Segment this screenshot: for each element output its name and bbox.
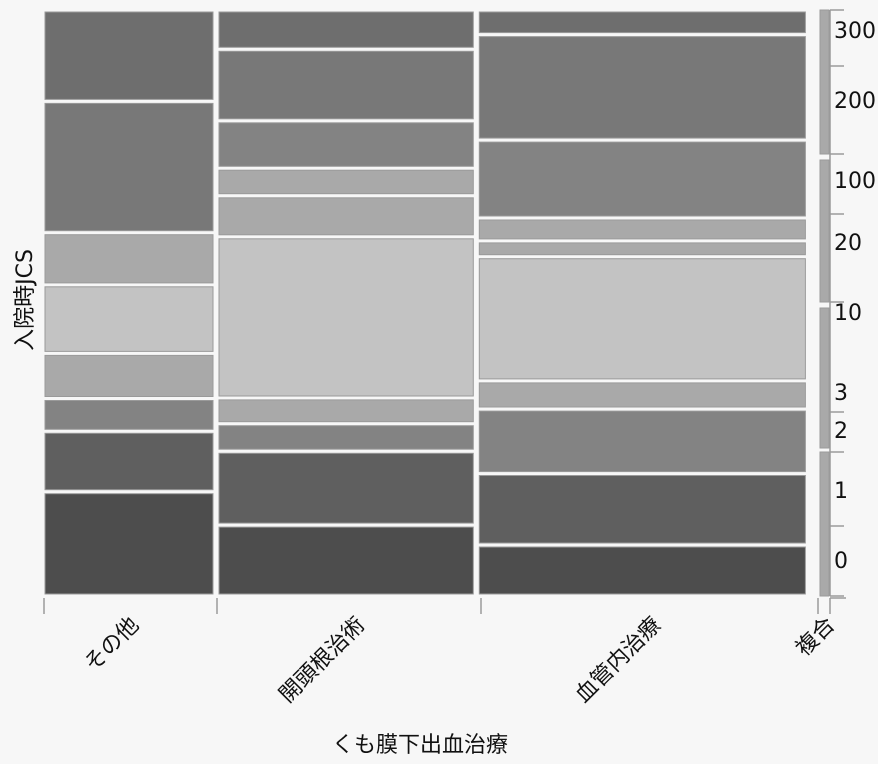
marginal-bar-3: [819, 9, 830, 155]
mosaic-cell-1-1: [218, 452, 474, 524]
mosaic-cell-1-300: [218, 11, 474, 48]
mosaic-cell-0-1: [44, 432, 214, 491]
y-axis-title: 入院時JCS: [13, 249, 38, 351]
mosaic-cell-1-10: [218, 238, 474, 397]
right-axis-label-3: 3: [834, 381, 848, 406]
mosaic-cell-0-10: [44, 286, 214, 352]
marginal-bar-2: [819, 159, 830, 303]
mosaic-cell-1-20: [218, 197, 474, 236]
mosaic-cell-1-2: [218, 425, 474, 450]
mosaic-cell-1-0: [218, 526, 474, 595]
mosaic-cell-2-0: [478, 546, 806, 595]
mosaic-cell-2-3: [478, 382, 806, 408]
mosaic-cell-0-0: [44, 493, 214, 595]
x-axis-label-1: 開頭根治術: [275, 613, 370, 708]
mosaic-cell-2-200: [478, 36, 806, 139]
mosaic-cell-2-10: [478, 258, 806, 380]
x-axis-label-0: その他: [80, 613, 144, 677]
x-axis-label-3: 複合: [791, 613, 840, 662]
mosaic-cell-0-300: [44, 11, 214, 100]
mosaic-cell-1-100: [218, 122, 474, 167]
mosaic-cell-2-30: [478, 219, 806, 240]
mosaic-cell-2-1: [478, 475, 806, 544]
x-axis-label-2: 血管内治療: [571, 613, 666, 708]
bars-layer: [44, 9, 830, 597]
mosaic-cell-1-3: [218, 399, 474, 423]
mosaic-cell-2-20: [478, 242, 806, 256]
right-axis-label-20: 20: [834, 231, 862, 256]
right-axis-label-100: 100: [834, 169, 876, 194]
mosaic-cell-2-100: [478, 141, 806, 217]
mosaic-cell-2-2: [478, 410, 806, 473]
right-axis-label-1: 1: [834, 479, 848, 504]
mosaic-cell-0-200: [44, 102, 214, 232]
marginal-bar-1: [819, 307, 830, 449]
mosaic-cell-1-30: [218, 169, 474, 195]
right-axis-label-0: 0: [834, 549, 848, 574]
mosaic-cell-0-2: [44, 400, 214, 430]
mosaic-cell-2-300: [478, 11, 806, 34]
right-axis-label-2: 2: [834, 419, 848, 444]
mosaic-cell-1-200: [218, 50, 474, 120]
mosaic-cell-0-20: [44, 234, 214, 284]
mosaic-cell-0-3: [44, 354, 214, 397]
right-axis-label-300: 300: [834, 19, 876, 44]
marginal-bar-0: [819, 451, 830, 597]
right-axis-label-200: 200: [834, 89, 876, 114]
right-axis-label-10: 10: [834, 301, 862, 326]
x-axis-title: くも膜下出血治療: [332, 733, 508, 758]
